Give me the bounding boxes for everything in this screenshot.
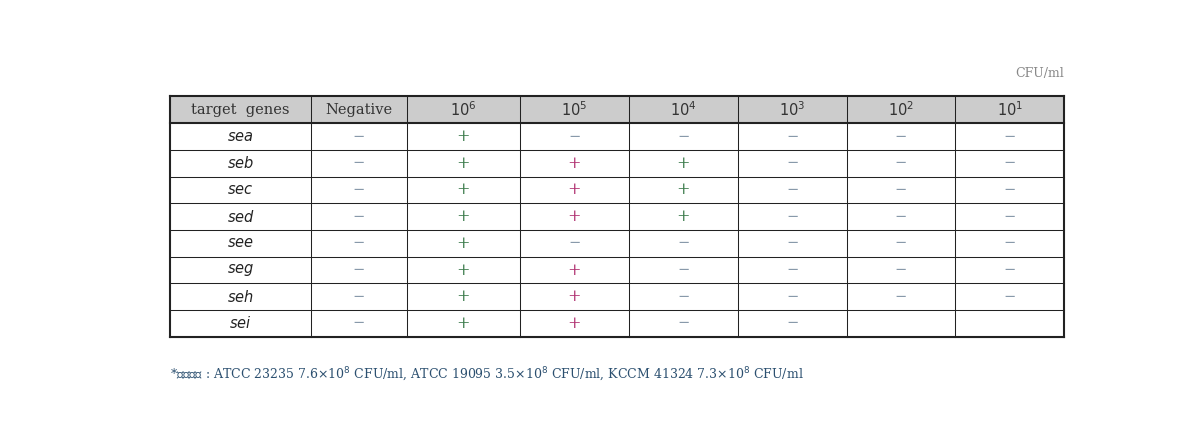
Text: −: −	[677, 317, 689, 330]
Bar	[170, 96, 1064, 123]
Text: −: −	[786, 183, 798, 197]
Text: $10^{1}$: $10^{1}$	[997, 100, 1023, 119]
Text: +: +	[456, 235, 470, 252]
Text: $\it{seg}$: $\it{seg}$	[226, 262, 254, 278]
Text: +: +	[677, 182, 690, 198]
Text: $10^{3}$: $10^{3}$	[779, 100, 805, 119]
Text: $\it{see}$: $\it{see}$	[228, 236, 254, 250]
Text: −: −	[895, 183, 907, 197]
Text: +: +	[568, 155, 581, 172]
Text: −: −	[786, 156, 798, 170]
Text: *초기균수 : ATCC 23235 7.6$\times$10$^{8}$ CFU/ml, ATCC 19095 3.5$\times$10$^{8}$ CF: *초기균수 : ATCC 23235 7.6$\times$10$^{8}$ C…	[170, 366, 804, 384]
Text: $\it{sed}$: $\it{sed}$	[226, 209, 255, 225]
Text: +: +	[456, 182, 470, 198]
Text: $10^{6}$: $10^{6}$	[450, 100, 477, 119]
Text: −: −	[677, 290, 689, 304]
Text: −: −	[786, 290, 798, 304]
Text: +: +	[456, 128, 470, 145]
Bar	[170, 96, 1064, 337]
Text: −: −	[568, 236, 581, 250]
Text: +: +	[568, 288, 581, 305]
Text: −: −	[1004, 263, 1016, 277]
Text: Negative: Negative	[326, 103, 393, 117]
Text: +: +	[456, 288, 470, 305]
Text: target  genes: target genes	[192, 103, 290, 117]
Text: −: −	[352, 210, 365, 223]
Text: $10^{2}$: $10^{2}$	[888, 100, 914, 119]
Text: +: +	[568, 182, 581, 198]
Text: −: −	[895, 290, 907, 304]
Text: −: −	[1004, 183, 1016, 197]
Text: −: −	[352, 156, 365, 170]
Text: −: −	[1004, 210, 1016, 223]
Text: −: −	[352, 129, 365, 144]
Text: +: +	[568, 315, 581, 332]
Text: CFU/ml: CFU/ml	[1016, 67, 1064, 80]
Text: −: −	[677, 129, 689, 144]
Text: −: −	[895, 263, 907, 277]
Text: −: −	[677, 263, 689, 277]
Text: −: −	[895, 156, 907, 170]
Text: −: −	[568, 129, 581, 144]
Text: −: −	[352, 236, 365, 250]
Text: $\it{sei}$: $\it{sei}$	[229, 315, 252, 331]
Text: $\it{sec}$: $\it{sec}$	[228, 183, 254, 197]
Text: +: +	[456, 208, 470, 225]
Text: −: −	[786, 236, 798, 250]
Text: −: −	[1004, 236, 1016, 250]
Text: −: −	[352, 183, 365, 197]
Text: +: +	[456, 315, 470, 332]
Text: −: −	[352, 290, 365, 304]
Text: $\it{sea}$: $\it{sea}$	[228, 129, 254, 144]
Text: −: −	[786, 210, 798, 223]
Text: −: −	[895, 129, 907, 144]
Text: −: −	[895, 210, 907, 223]
Text: −: −	[786, 263, 798, 277]
Text: −: −	[786, 129, 798, 144]
Text: +: +	[456, 261, 470, 279]
Text: −: −	[677, 236, 689, 250]
Text: +: +	[568, 261, 581, 279]
Text: −: −	[1004, 156, 1016, 170]
Text: −: −	[895, 236, 907, 250]
Text: $10^{4}$: $10^{4}$	[670, 100, 696, 119]
Text: +: +	[677, 155, 690, 172]
Text: −: −	[1004, 290, 1016, 304]
Text: −: −	[352, 263, 365, 277]
Text: $10^{5}$: $10^{5}$	[561, 100, 587, 119]
Text: −: −	[352, 317, 365, 330]
Text: +: +	[677, 208, 690, 225]
Text: $\it{seh}$: $\it{seh}$	[228, 289, 254, 305]
Text: −: −	[786, 317, 798, 330]
Text: +: +	[456, 155, 470, 172]
Text: +: +	[568, 208, 581, 225]
Text: $\it{seb}$: $\it{seb}$	[228, 155, 254, 171]
Text: −: −	[1004, 129, 1016, 144]
